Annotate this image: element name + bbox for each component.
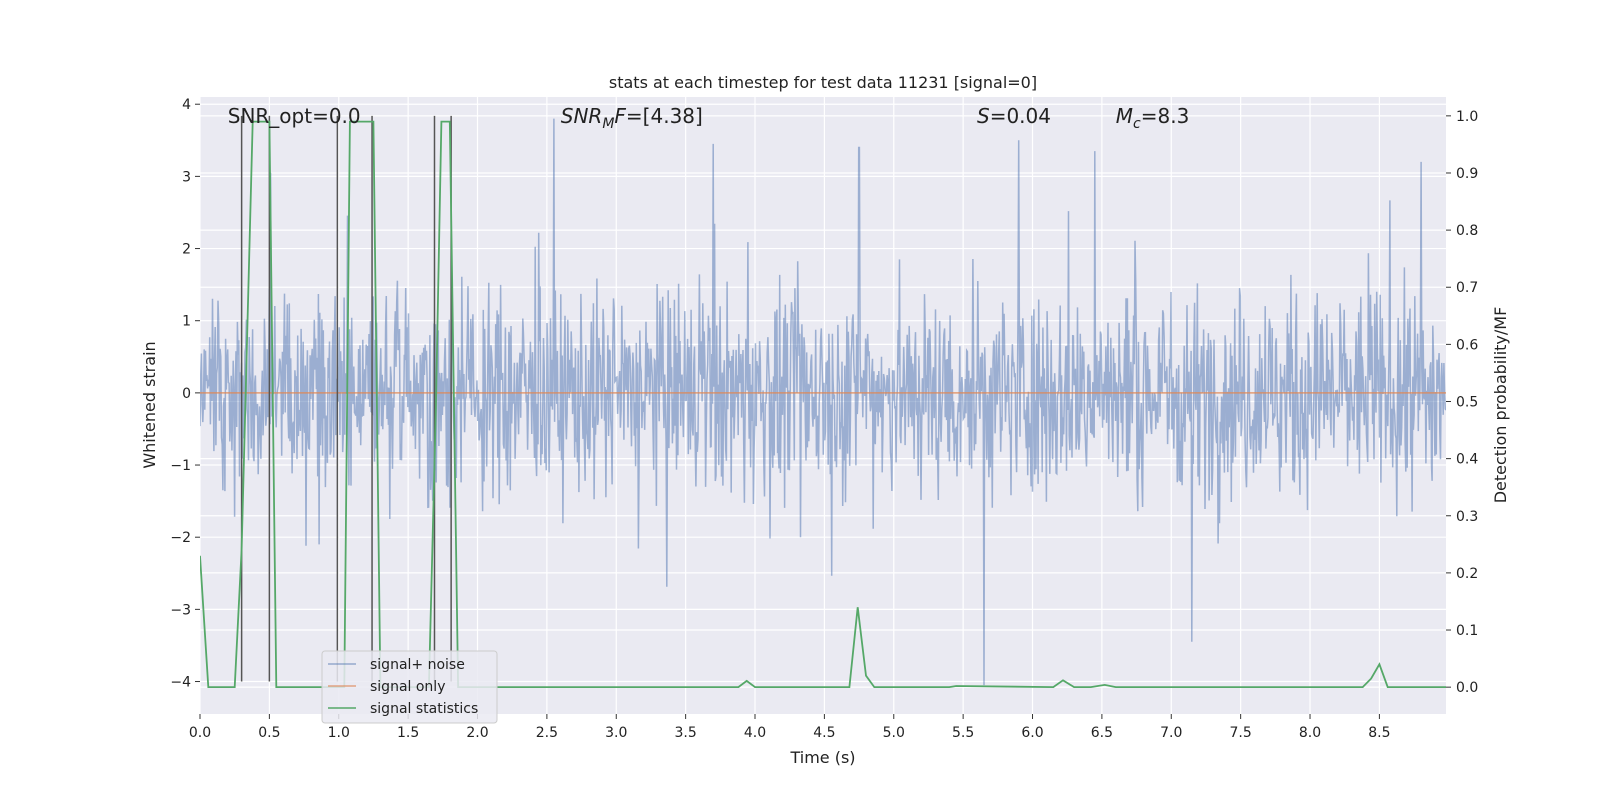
left-y-tick-label: −4	[170, 675, 191, 691]
annotation-value: F=[4.38]	[614, 104, 702, 128]
legend-label-signal-statistics: signal statistics	[370, 701, 478, 717]
legend-label-signal-only: signal only	[370, 679, 445, 695]
annotation: S=0.04	[977, 104, 1051, 128]
right-y-tick-label: 1.0	[1456, 109, 1478, 125]
x-tick-label: 0.0	[189, 725, 211, 741]
x-axis-label: Time (s)	[789, 748, 855, 767]
annotation-symbol: S	[977, 104, 990, 128]
x-tick-label: 1.0	[328, 725, 350, 741]
annotation-value: =0.04	[990, 104, 1051, 128]
right-y-tick-label: 0.1	[1456, 623, 1478, 639]
left-y-tick-label: −3	[170, 602, 191, 618]
annotation: SNRMF=[4.38]	[561, 104, 703, 132]
right-y-tick-label: 0.9	[1456, 166, 1478, 182]
x-tick-label: 7.0	[1160, 725, 1182, 741]
x-tick-label: 7.5	[1230, 725, 1252, 741]
x-tick-label: 2.5	[536, 725, 558, 741]
right-y-tick-label: 0.0	[1456, 680, 1478, 696]
x-tick-label: 5.5	[952, 725, 974, 741]
x-tick-label: 8.5	[1368, 725, 1390, 741]
x-tick-label: 0.5	[258, 725, 280, 741]
left-y-axis-label: Whitened strain	[140, 341, 159, 468]
annotation-value-letter: F	[614, 104, 626, 128]
annotation-value: =8.3	[1141, 104, 1190, 128]
left-y-tick-label: 2	[182, 242, 191, 258]
annotation-subscript: M	[602, 116, 614, 132]
x-tick-label: 6.0	[1021, 725, 1043, 741]
right-y-tick-label: 0.4	[1456, 452, 1478, 468]
legend-label-signal-noise: signal+ noise	[370, 657, 465, 673]
left-y-axis: 4 3 2 1 0 −1 −2 −3 −4	[170, 97, 200, 690]
annotation-symbol: M	[1116, 104, 1133, 128]
right-y-axis: 1.0 0.9 0.8 0.7 0.6 0.5 0.4 0.3 0.2 0.1 0.0	[1446, 109, 1478, 696]
annotation-value-text: =[4.38]	[626, 104, 703, 128]
left-y-tick-label: 4	[182, 97, 191, 113]
x-tick-label: 4.5	[813, 725, 835, 741]
right-y-tick-label: 0.6	[1456, 337, 1478, 353]
right-y-tick-label: 0.5	[1456, 395, 1478, 411]
left-y-tick-label: −2	[170, 530, 191, 546]
x-tick-label: 8.0	[1299, 725, 1321, 741]
right-y-tick-label: 0.2	[1456, 566, 1478, 582]
left-y-tick-label: 3	[182, 169, 191, 185]
chart-title: stats at each timestep for test data 112…	[609, 73, 1037, 92]
annotation-symbol: SNR	[561, 104, 603, 128]
x-tick-label: 3.0	[605, 725, 627, 741]
x-tick-label: 1.5	[397, 725, 419, 741]
x-tick-label: 4.0	[744, 725, 766, 741]
left-y-tick-label: −1	[170, 458, 191, 474]
right-y-tick-label: 0.7	[1456, 280, 1478, 296]
x-tick-label: 2.0	[466, 725, 488, 741]
annotation: Mc=8.3	[1116, 104, 1190, 132]
right-y-tick-label: 0.8	[1456, 223, 1478, 239]
left-y-tick-label: 1	[182, 314, 191, 330]
x-tick-label: 5.0	[883, 725, 905, 741]
legend: signal+ noise signal only signal statist…	[322, 651, 497, 723]
right-y-axis-label: Detection probability/MF	[1491, 307, 1510, 504]
left-y-tick-label: 0	[182, 386, 191, 402]
x-tick-label: 6.5	[1091, 725, 1113, 741]
right-y-tick-label: 0.3	[1456, 509, 1478, 525]
annotation-symbol: SNR_opt=0.0	[228, 104, 361, 128]
annotation: SNR_opt=0.0	[228, 104, 361, 128]
x-tick-label: 3.5	[675, 725, 697, 741]
